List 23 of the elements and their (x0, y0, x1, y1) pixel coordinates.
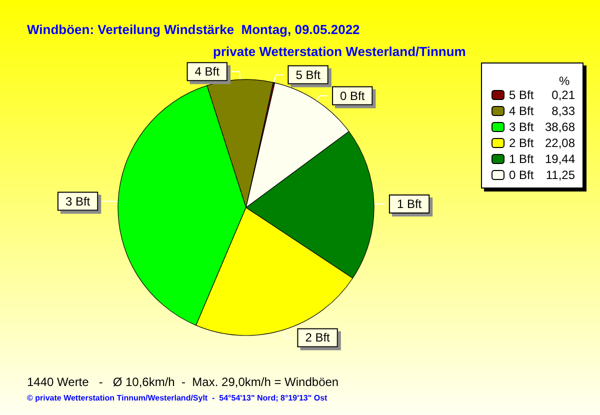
chart-title: Windböen: Verteilung Windstärke Montag, 09.05.2022 (27, 22, 360, 37)
legend-label: 5 Bft (509, 88, 534, 102)
legend-label: 2 Bft (509, 136, 534, 150)
text: 1440 Werte - Ø 10,6km/h - Max. 29,0km/h = Windböen (27, 375, 339, 389)
data-label: 8,33 (552, 104, 576, 118)
data-label: 38,68 (544, 120, 576, 134)
data-label: 11,25 (546, 168, 576, 182)
data-label: 0,21 (552, 88, 576, 102)
legend-label: 1 Bft (509, 152, 534, 166)
slice-label: 0 Bft (340, 88, 366, 103)
text: © private Wetterstation Tinnum/Westerland/Sylt - 54°54'13" Nord; 8°19'13" Ost (27, 394, 328, 402)
chart-subtitle: private Wetterstation Westerland/Tinnum (213, 44, 466, 59)
slice-label: 1 Bft (396, 196, 422, 211)
data-label: 19,44 (544, 152, 576, 166)
legend-title: % (559, 74, 570, 88)
legend-label: 4 Bft (509, 104, 534, 118)
slice-label: 2 Bft (305, 330, 331, 345)
slice-label: 3 Bft (65, 194, 91, 208)
legend-label: 0 Bft (509, 168, 534, 182)
slice-label: 5 Bft (296, 68, 322, 82)
slice-label: 4 Bft (194, 64, 220, 79)
legend-label: 3 Bft (509, 120, 534, 134)
data-label: 22,08 (544, 136, 576, 150)
